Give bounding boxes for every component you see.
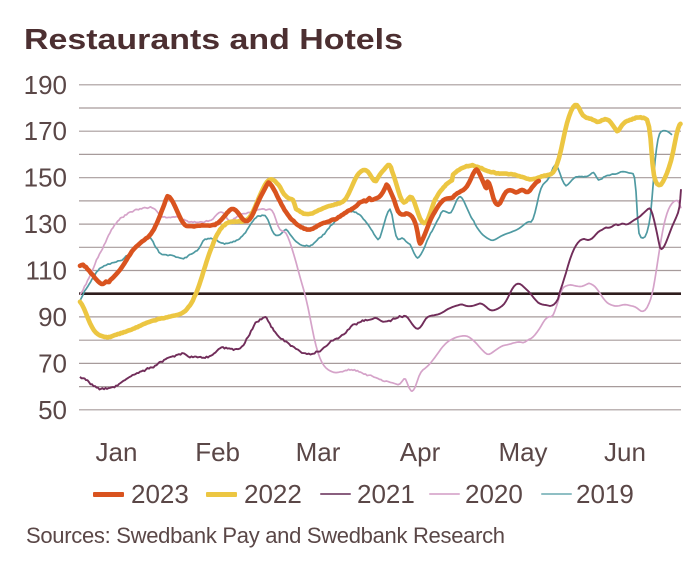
svg-text:110: 110 (26, 256, 67, 286)
svg-text:Feb: Feb (195, 437, 240, 467)
svg-text:May: May (498, 437, 547, 467)
svg-text:90: 90 (38, 302, 67, 332)
svg-text:170: 170 (24, 116, 67, 146)
svg-text:Mar: Mar (296, 437, 341, 467)
svg-text:50: 50 (38, 395, 67, 425)
svg-text:70: 70 (38, 348, 67, 378)
svg-text:190: 190 (24, 70, 67, 100)
svg-text:Apr: Apr (400, 437, 441, 467)
svg-text:Jun: Jun (604, 437, 646, 467)
svg-text:150: 150 (24, 163, 67, 193)
svg-text:130: 130 (24, 209, 67, 239)
svg-text:Jan: Jan (96, 437, 138, 467)
